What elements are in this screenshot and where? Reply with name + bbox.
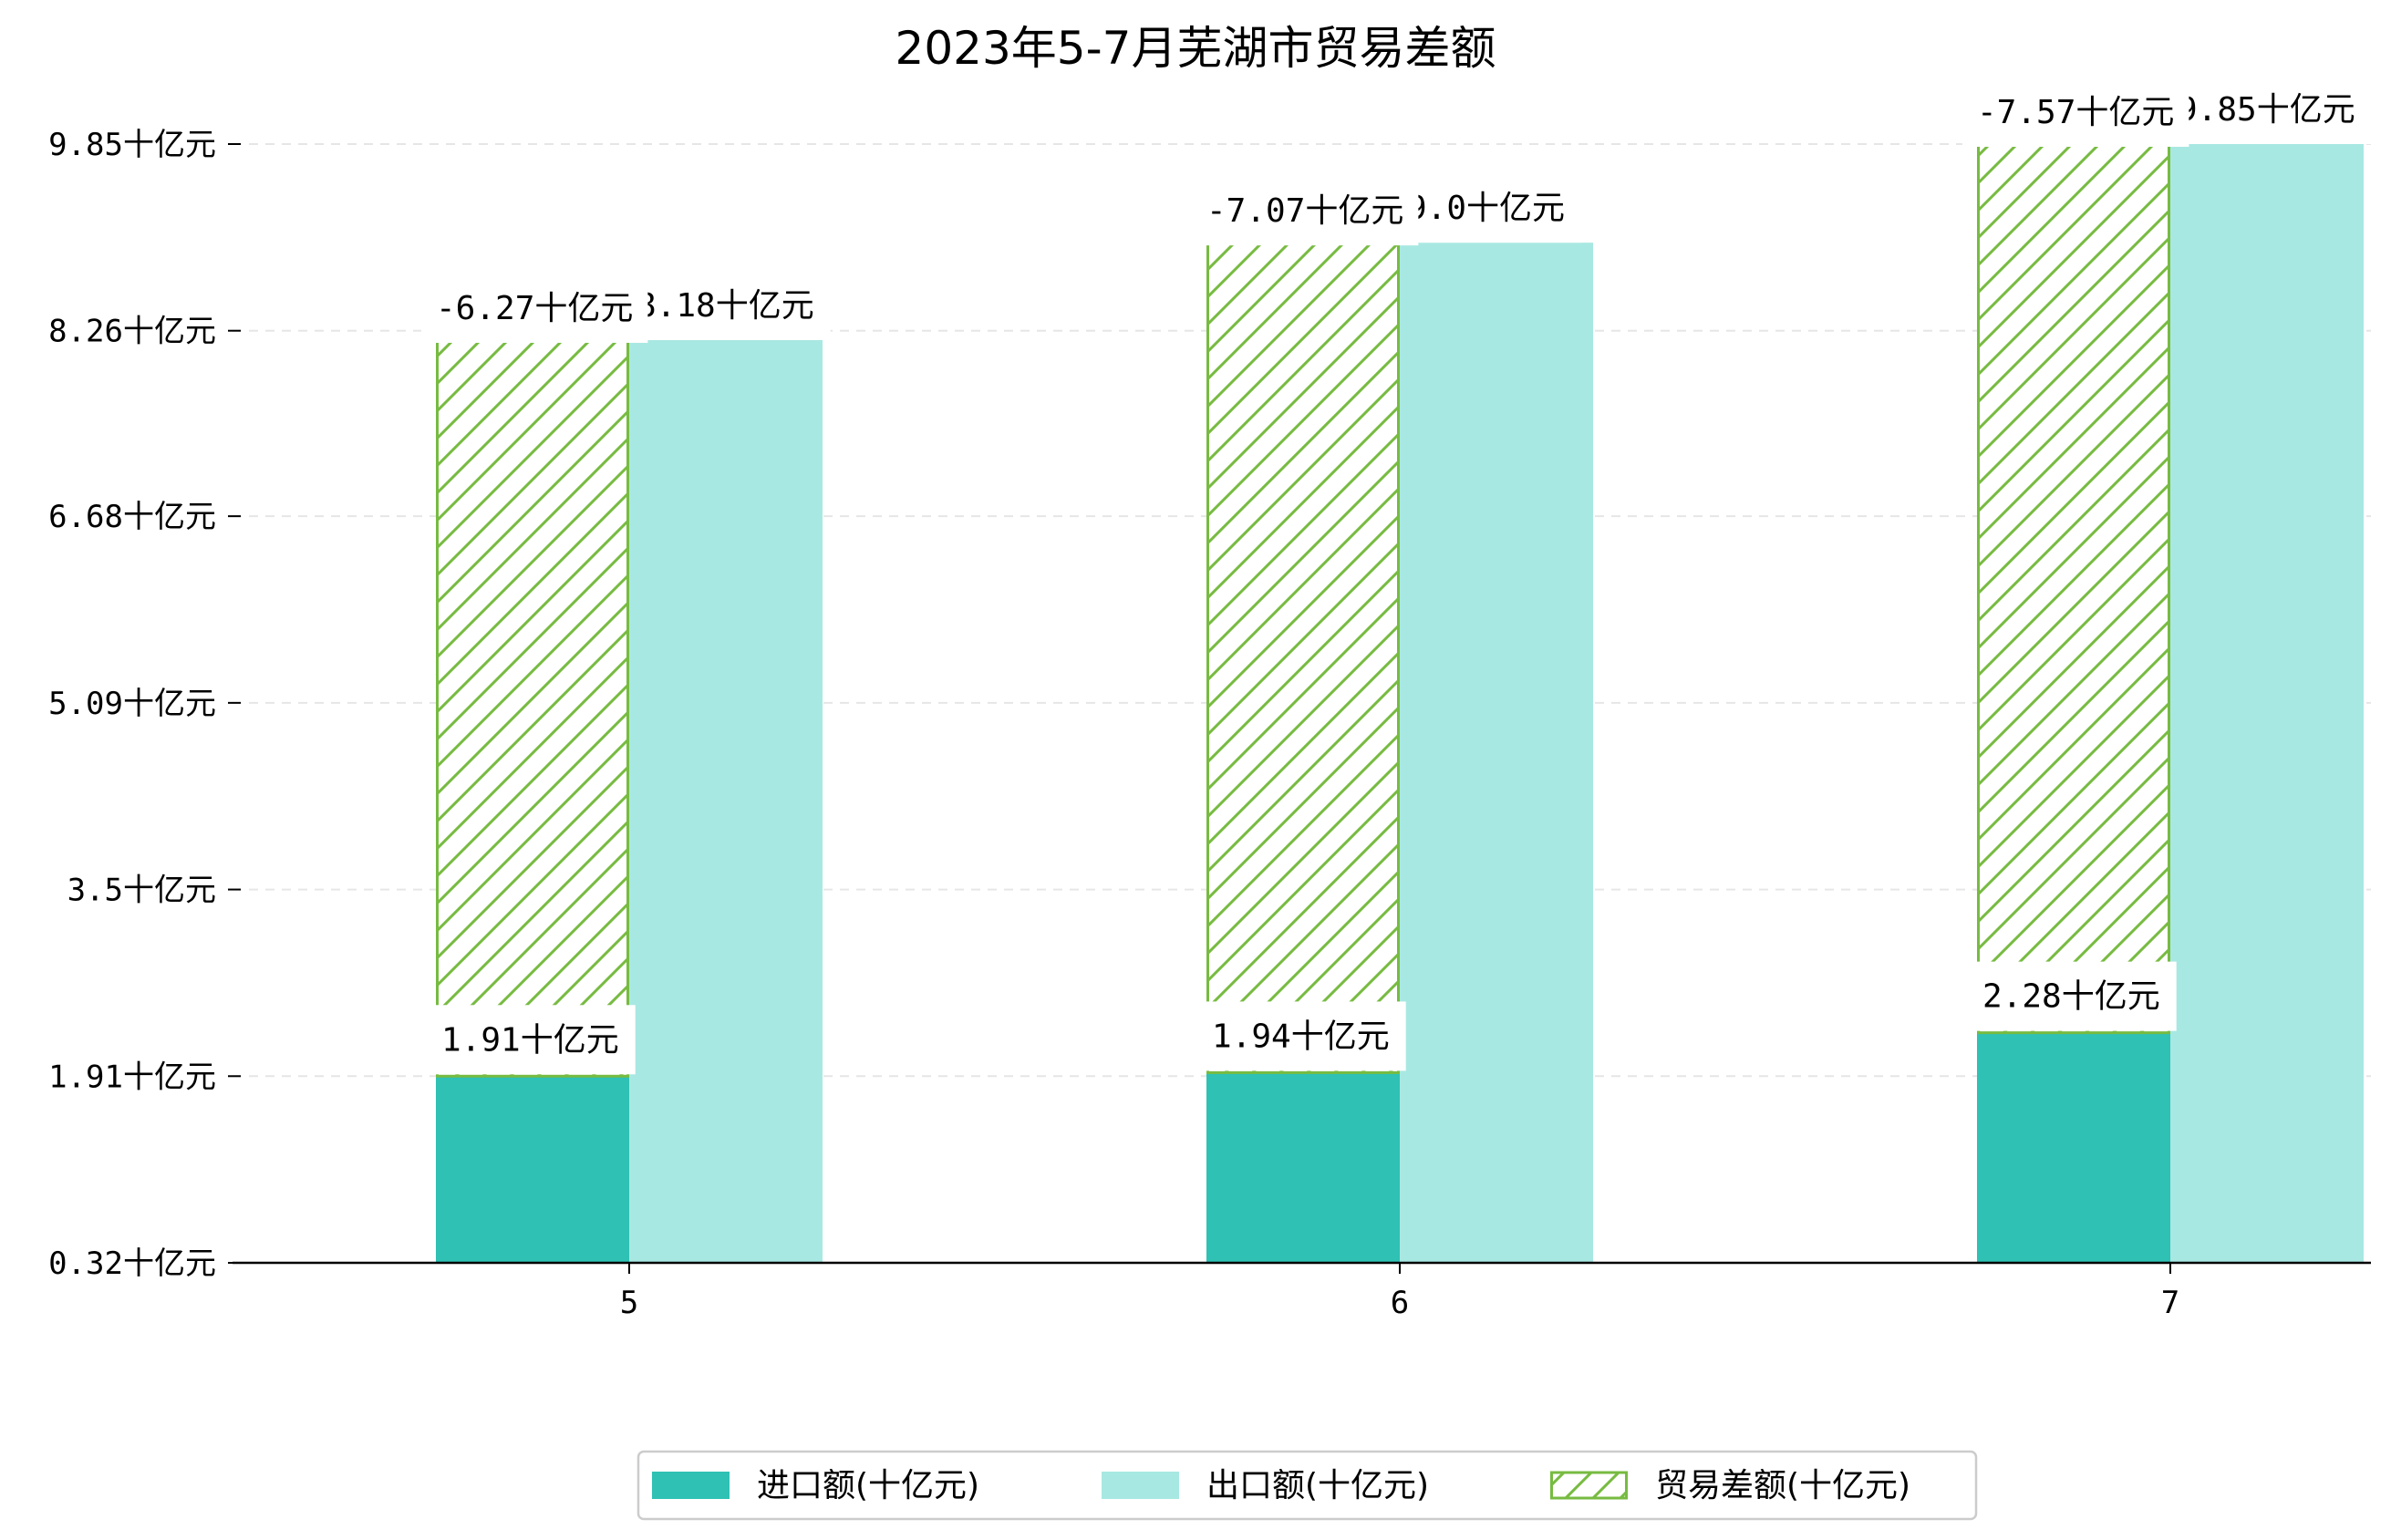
svg-text:贸易差额(十亿元): 贸易差额(十亿元): [1655, 1467, 1910, 1504]
y-tick-label: 8.26十亿元: [48, 314, 216, 350]
data-labels: 8.18十亿元 9.0十亿元 9.85十亿元 -6.27十亿元 -7.07十亿元 -7.5…: [421, 75, 2372, 1075]
y-tick-label: 0.32十亿元: [48, 1245, 216, 1282]
import-value-label: 1.94十亿元: [1196, 1001, 1406, 1071]
svg-text:进口额(十亿元): 进口额(十亿元): [757, 1467, 979, 1504]
y-tick-label: 6.68十亿元: [48, 499, 216, 535]
bars: [436, 142, 2364, 1264]
balance-bar: [1206, 241, 1400, 1074]
svg-text:-7.57十亿元: -7.57十亿元: [1977, 94, 2174, 131]
balance-bar: [1977, 142, 2170, 1035]
import-value-label: 2.28十亿元: [1966, 961, 2177, 1031]
legend-import: 进口额(十亿元): [652, 1467, 979, 1504]
x-tick-label: 7: [2161, 1285, 2179, 1321]
legend-balance: 贸易差额(十亿元): [1550, 1467, 1910, 1504]
svg-text:出口额(十亿元): 出口额(十亿元): [1206, 1467, 1429, 1504]
y-tick-label: 3.5十亿元: [67, 873, 216, 909]
export-bar: [2170, 144, 2364, 1263]
svg-text:-6.27十亿元: -6.27十亿元: [436, 290, 633, 327]
export-value-label: 9.85十亿元: [2161, 75, 2372, 144]
chart-title: 2023年5-7月芜湖市贸易差额: [895, 22, 1496, 75]
import-value-label: 1.91十亿元: [425, 1005, 636, 1075]
svg-text:-7.07十亿元: -7.07十亿元: [1206, 192, 1403, 230]
svg-text:1.91十亿元: 1.91十亿元: [441, 1021, 619, 1059]
svg-text:8.18十亿元: 8.18十亿元: [637, 287, 814, 325]
import-bar: [1977, 1032, 2170, 1263]
balance-value-label: -7.57十亿元: [1962, 78, 2189, 147]
import-bar: [436, 1076, 629, 1263]
svg-text:9.85十亿元: 9.85十亿元: [2178, 91, 2355, 129]
balance-value-label: -7.07十亿元: [1192, 176, 1419, 246]
svg-text:2.28十亿元: 2.28十亿元: [1982, 978, 2160, 1016]
svg-text:9.0十亿元: 9.0十亿元: [1407, 190, 1565, 227]
export-value-label: 9.0十亿元: [1391, 173, 1582, 243]
y-tick-label: 9.85十亿元: [48, 127, 216, 163]
y-tick-label: 1.91十亿元: [48, 1059, 216, 1095]
legend-export: 出口额(十亿元): [1102, 1467, 1429, 1504]
legend-box: 进口额(十亿元) 出口额(十亿元) 贸易差额(十亿元): [637, 1450, 1978, 1521]
y-tick-label: 5.09十亿元: [48, 686, 216, 722]
export-value-label: 8.18十亿元: [620, 271, 831, 341]
x-tick-label: 5: [620, 1285, 638, 1321]
svg-text:1.94十亿元: 1.94十亿元: [1212, 1018, 1390, 1055]
legend: 进口额(十亿元) 出口额(十亿元) 贸易差额(十亿元): [637, 1450, 1978, 1521]
import-bar: [1206, 1072, 1400, 1263]
export-bar: [1400, 243, 1593, 1263]
x-tick-label: 6: [1391, 1285, 1409, 1321]
balance-bar: [436, 338, 629, 1078]
export-bar: [629, 340, 823, 1264]
axes: 0.32十亿元 1.91十亿元 3.5十亿元 5.09十亿元 6.68十亿元 8.26十亿…: [48, 127, 2371, 1321]
balance-value-label: -6.27十亿元: [421, 274, 648, 344]
